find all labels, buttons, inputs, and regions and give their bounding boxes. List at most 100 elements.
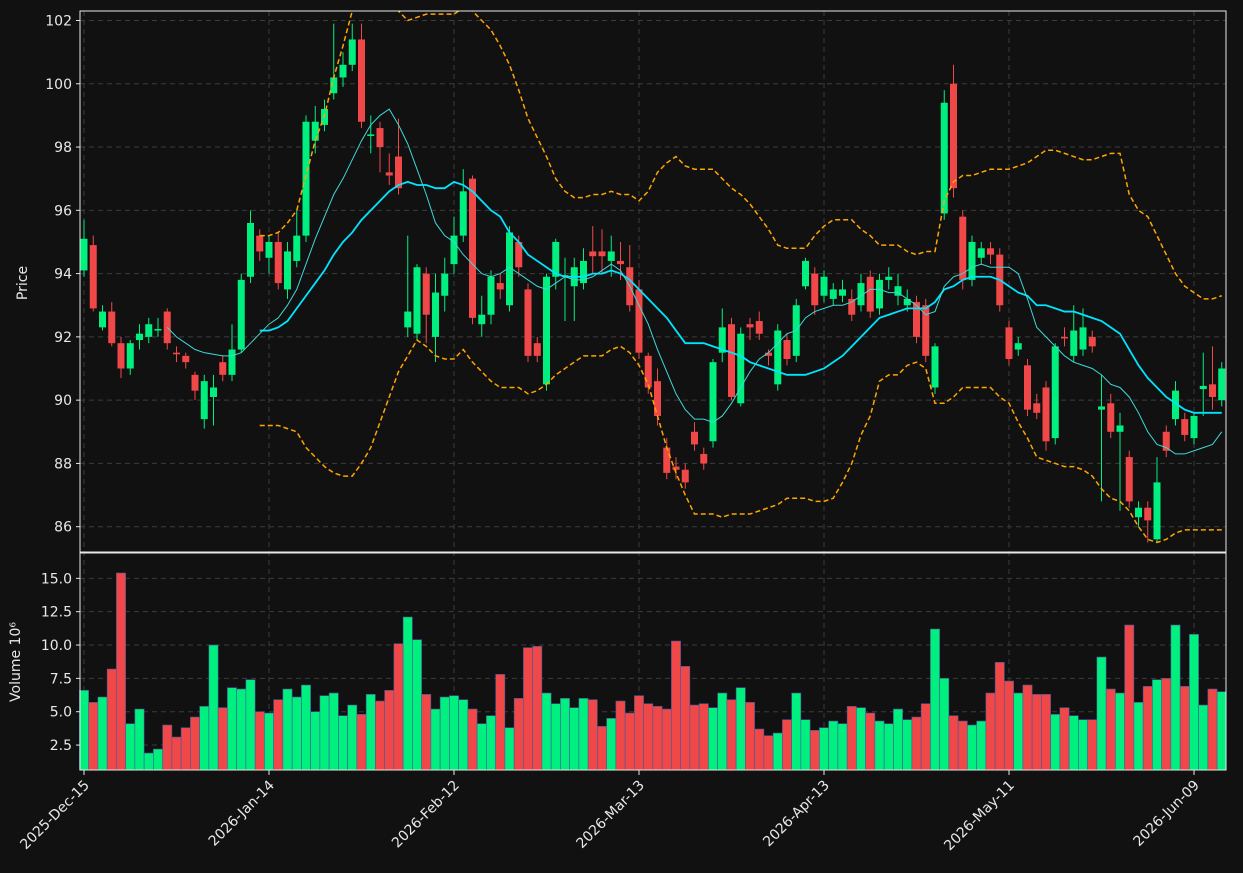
volume-bar bbox=[1105, 688, 1116, 771]
volume-bar bbox=[1216, 691, 1227, 771]
volume-bar bbox=[717, 692, 728, 771]
candle-body bbox=[1172, 390, 1179, 420]
candle-body bbox=[533, 343, 541, 356]
candle-body bbox=[848, 298, 856, 315]
volume-bar bbox=[227, 687, 237, 771]
volume-bar bbox=[264, 712, 274, 771]
candle-body bbox=[940, 102, 948, 214]
volume-bar bbox=[143, 752, 154, 771]
candle-body bbox=[376, 128, 384, 148]
candle-body bbox=[903, 298, 911, 306]
candle-body bbox=[173, 352, 180, 355]
volume-bar bbox=[698, 703, 709, 771]
volume-bar bbox=[911, 716, 922, 771]
candle-body bbox=[885, 276, 893, 280]
candle-body bbox=[950, 83, 957, 189]
candle-body bbox=[330, 77, 338, 94]
candle-body bbox=[552, 241, 560, 277]
y-tick-label: 90 bbox=[54, 393, 72, 409]
volume-bar bbox=[467, 708, 478, 771]
candle-body bbox=[404, 311, 412, 328]
candle-body bbox=[691, 431, 698, 445]
candle-body bbox=[635, 289, 643, 353]
candle-body bbox=[339, 64, 347, 78]
candle-body bbox=[191, 374, 199, 391]
candle-body bbox=[450, 235, 458, 265]
candle-body bbox=[487, 276, 495, 315]
candle-body bbox=[607, 251, 615, 261]
volume-bar bbox=[421, 694, 432, 771]
volume-bar bbox=[671, 640, 681, 771]
candle-body bbox=[617, 260, 624, 265]
volume-bar bbox=[1115, 692, 1125, 771]
volume-bar bbox=[920, 703, 931, 771]
candle-body bbox=[922, 305, 930, 356]
candle-body bbox=[136, 333, 143, 341]
y-tick-label: 12.5 bbox=[41, 605, 72, 621]
candle-body bbox=[728, 324, 735, 397]
candle-body bbox=[1218, 368, 1226, 401]
candle-body bbox=[1209, 384, 1216, 397]
volume-bar bbox=[504, 727, 515, 771]
volume-bar bbox=[772, 732, 783, 771]
candle-body bbox=[99, 311, 106, 328]
volume-bar bbox=[634, 695, 644, 771]
candle-body bbox=[496, 283, 504, 290]
y-tick-label: 98 bbox=[54, 140, 72, 156]
volume-bar bbox=[782, 719, 792, 771]
volume-bar bbox=[902, 719, 913, 771]
candle-body bbox=[524, 289, 532, 356]
candle-body bbox=[663, 447, 671, 473]
candle-body bbox=[977, 248, 985, 258]
candle-body bbox=[265, 241, 273, 258]
volume-bar bbox=[245, 679, 256, 771]
volume-bar bbox=[541, 692, 552, 771]
volume-bar bbox=[837, 723, 848, 771]
candle-body bbox=[1051, 346, 1059, 439]
volume-bar bbox=[134, 708, 145, 771]
candle-body bbox=[820, 276, 828, 296]
volume-bar bbox=[495, 674, 506, 771]
volume-bar bbox=[319, 695, 330, 771]
candle-body bbox=[413, 267, 421, 334]
volume-bar bbox=[97, 696, 108, 771]
volume-bar bbox=[893, 708, 903, 771]
candle-body bbox=[968, 241, 976, 280]
volume-bar bbox=[800, 719, 811, 771]
volume-bar bbox=[652, 706, 663, 771]
candle-body bbox=[478, 314, 486, 325]
candle-body bbox=[913, 302, 920, 337]
candle-body bbox=[284, 251, 291, 290]
volume-bar bbox=[1059, 707, 1070, 771]
volume-bar bbox=[236, 688, 247, 771]
candle-body bbox=[672, 466, 680, 470]
candle-body bbox=[700, 453, 708, 464]
candle-body bbox=[154, 328, 162, 331]
y-tick-label: 96 bbox=[54, 203, 72, 219]
volume-bar bbox=[708, 707, 718, 771]
candle-body bbox=[829, 289, 837, 299]
volume-bar bbox=[957, 720, 968, 771]
candle-body bbox=[395, 156, 402, 189]
candle-body bbox=[737, 333, 745, 404]
candle-body bbox=[866, 276, 874, 312]
volume-bar bbox=[430, 708, 441, 771]
candle-body bbox=[1125, 457, 1133, 502]
candle-body bbox=[783, 340, 791, 360]
volume-bar bbox=[1207, 688, 1218, 771]
volume-bar bbox=[846, 706, 857, 771]
candle-body bbox=[200, 381, 208, 420]
price-marks bbox=[80, 11, 1226, 544]
price-axis-label: Price bbox=[15, 266, 31, 300]
indicator-line bbox=[259, 338, 1222, 544]
volume-bar bbox=[819, 727, 829, 771]
candle-body bbox=[367, 134, 375, 136]
volume-bar bbox=[1041, 694, 1051, 771]
candle-body bbox=[644, 355, 652, 388]
volume-bar bbox=[856, 707, 866, 771]
candle-body bbox=[256, 235, 264, 252]
volume-bar bbox=[402, 616, 413, 771]
volume-bar bbox=[643, 703, 654, 771]
candle-body bbox=[598, 251, 606, 257]
volume-bar bbox=[439, 696, 450, 771]
